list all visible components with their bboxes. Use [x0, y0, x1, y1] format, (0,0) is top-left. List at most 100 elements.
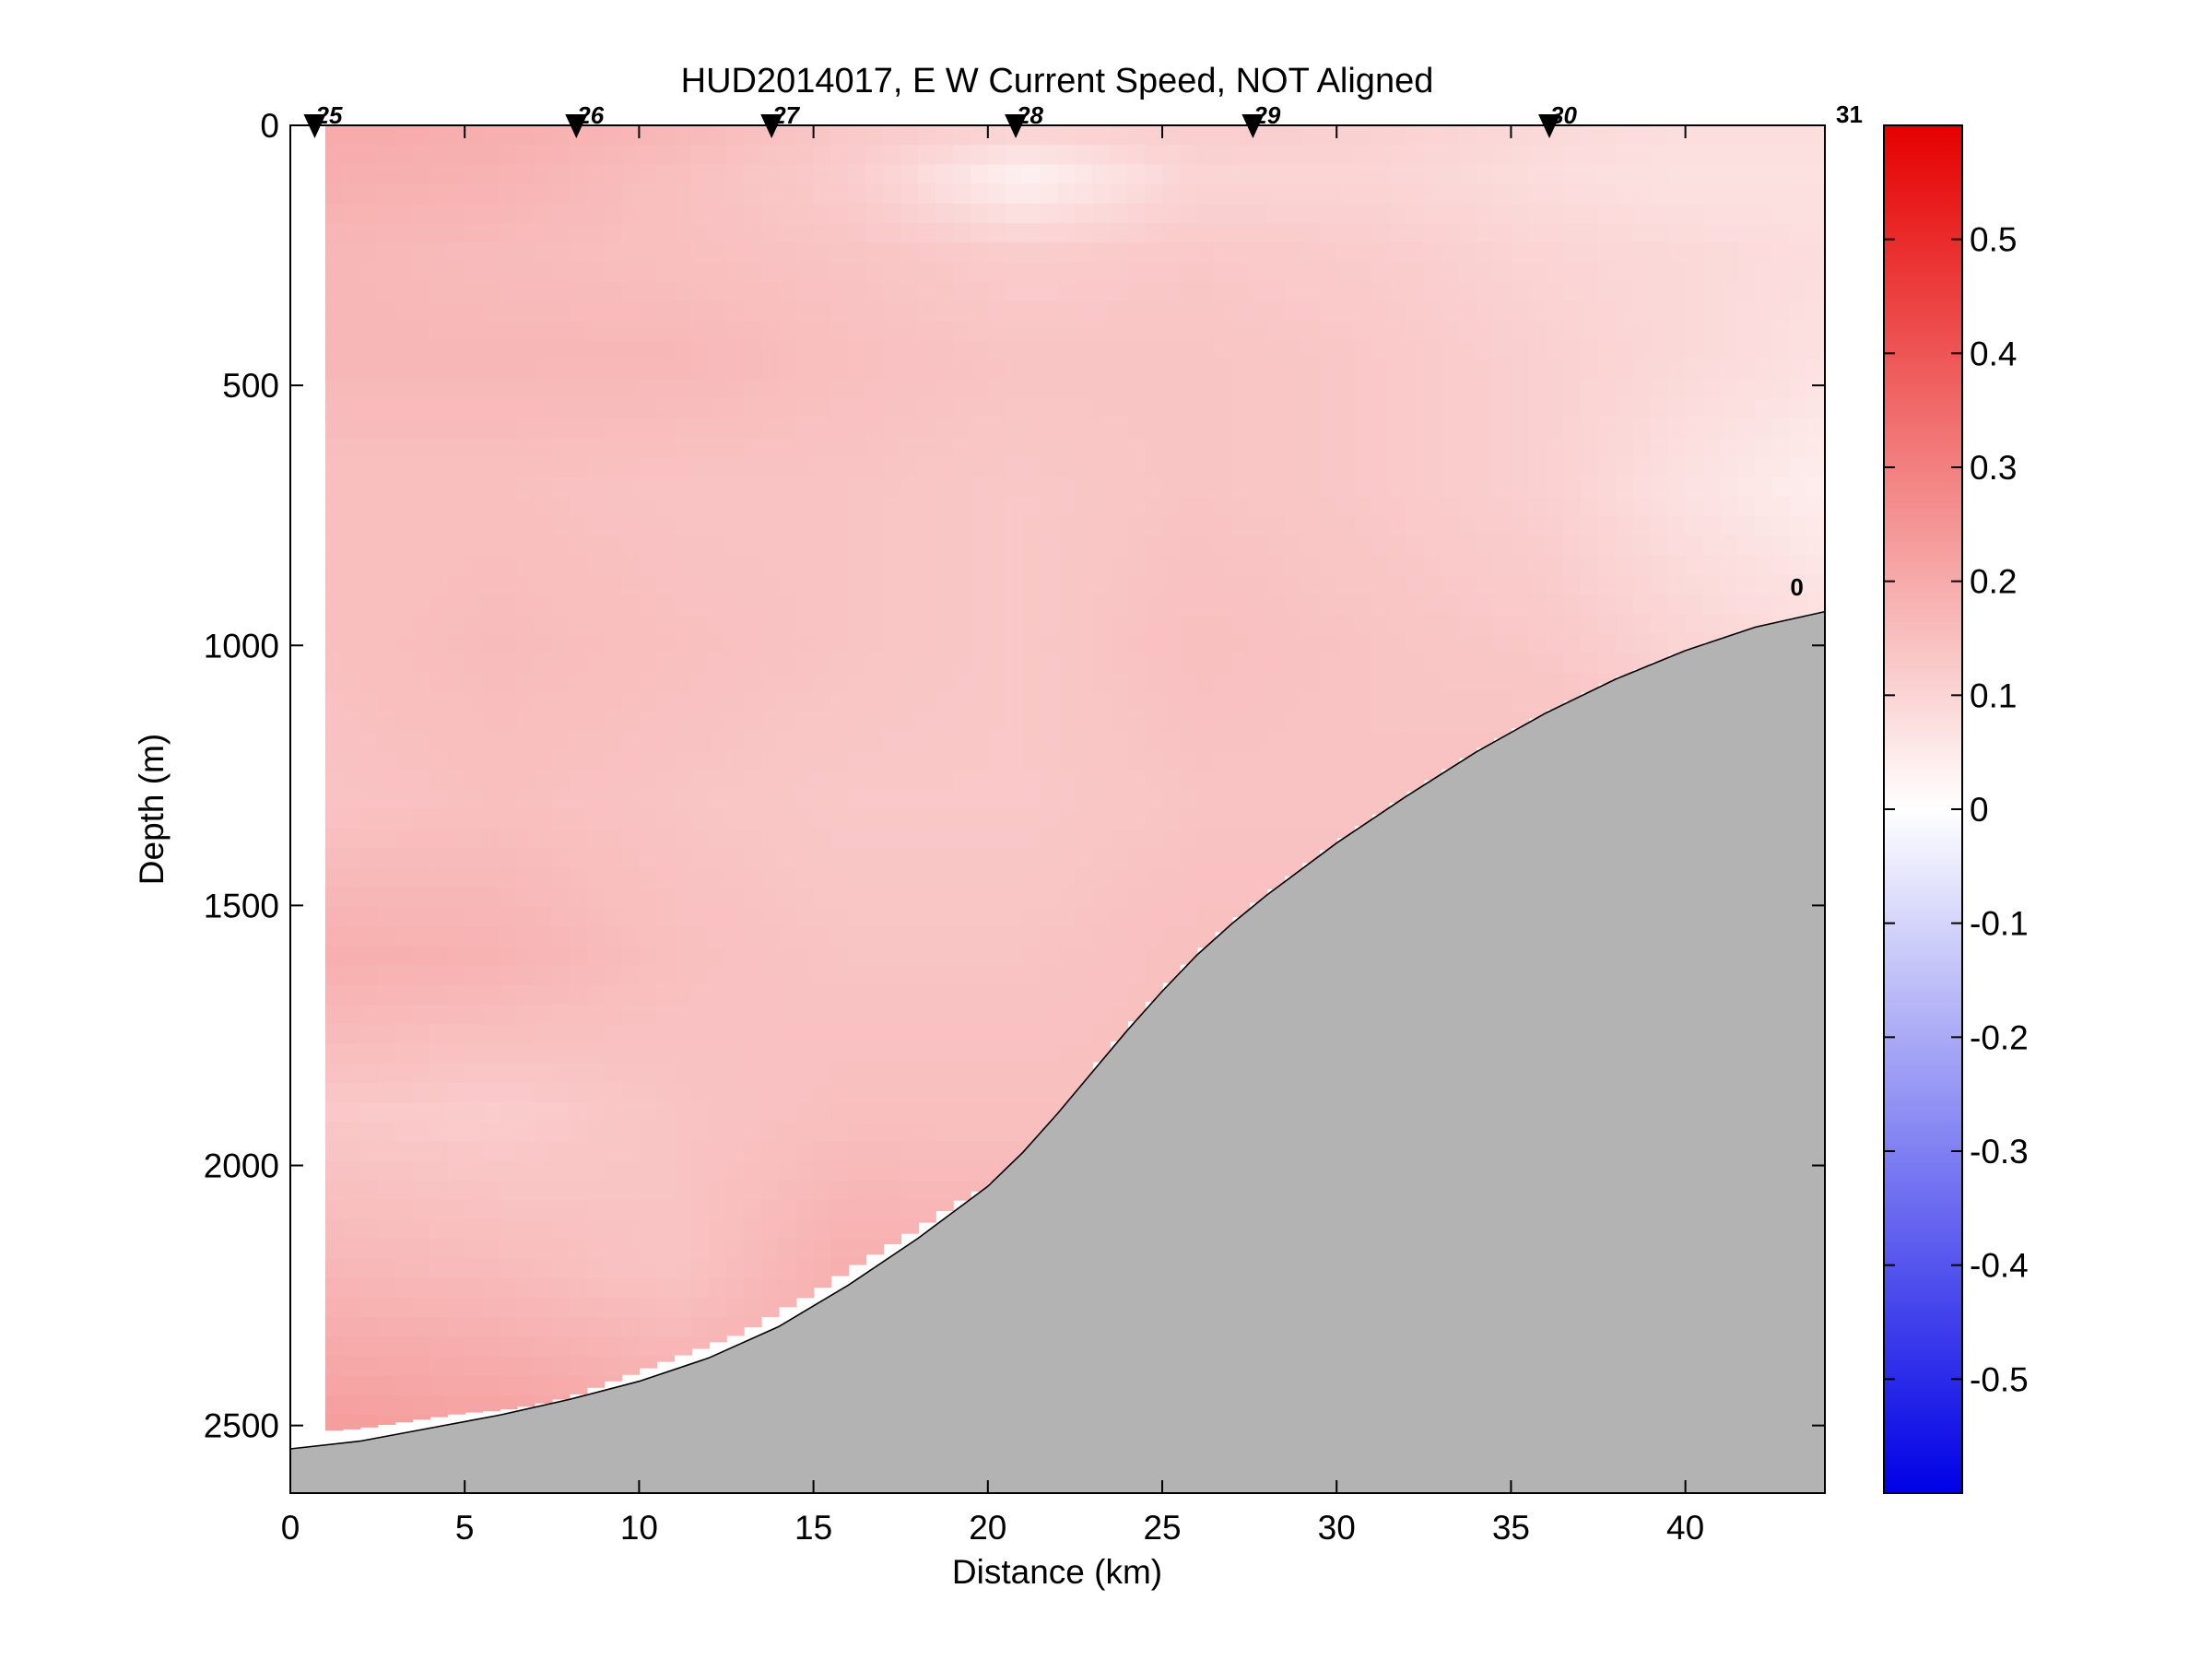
field-cell	[482, 242, 500, 264]
field-cell	[1266, 379, 1286, 400]
field-cell	[377, 1277, 396, 1299]
field-cell	[429, 1122, 449, 1143]
field-cell	[1336, 574, 1355, 595]
field-cell	[359, 1336, 379, 1358]
field-cell	[412, 907, 431, 927]
field-cell	[1249, 789, 1268, 810]
field-cell	[500, 867, 518, 888]
field-cell	[569, 829, 588, 850]
field-cell	[534, 829, 553, 850]
field-cell	[674, 203, 692, 224]
field-cell	[394, 712, 414, 732]
field-cell	[569, 1180, 588, 1201]
field-cell	[970, 887, 989, 908]
field-cell	[1632, 574, 1652, 595]
field-cell	[883, 457, 902, 478]
field-cell	[1336, 340, 1355, 361]
field-cell	[1807, 183, 1825, 205]
field-cell	[516, 1082, 535, 1103]
field-cell	[1266, 203, 1286, 224]
field-cell	[359, 183, 379, 205]
field-cell	[1720, 145, 1739, 166]
field-cell	[1667, 398, 1687, 419]
field-cell	[1388, 321, 1407, 341]
field-cell	[1005, 633, 1024, 654]
field-cell	[359, 1102, 379, 1123]
field-cell	[324, 712, 344, 732]
field-cell	[743, 1317, 762, 1328]
field-cell	[1388, 300, 1407, 322]
field-cell	[1720, 203, 1739, 224]
field-cell	[569, 867, 588, 888]
field-cell	[586, 145, 606, 166]
field-cell	[1266, 829, 1286, 850]
field-cell	[551, 242, 571, 264]
field-cell	[1702, 535, 1722, 557]
field-cell	[1423, 145, 1442, 166]
field-cell	[795, 1102, 815, 1123]
field-cell	[359, 242, 379, 264]
field-cell	[1476, 496, 1495, 517]
field-cell	[1319, 438, 1338, 459]
field-cell	[952, 418, 971, 439]
field-cell	[551, 1102, 571, 1123]
field-cell	[1301, 653, 1321, 674]
field-cell	[952, 477, 971, 498]
field-cell	[516, 321, 535, 341]
field-cell	[830, 1258, 850, 1277]
field-cell	[1441, 262, 1460, 283]
field-cell	[1458, 672, 1477, 693]
field-cell	[429, 1141, 449, 1162]
field-cell	[674, 516, 692, 536]
field-cell	[359, 457, 379, 478]
field-cell	[639, 1082, 658, 1103]
field-cell	[1755, 418, 1774, 439]
field-cell	[516, 887, 535, 908]
field-cell	[1110, 262, 1128, 283]
field-cell	[883, 1024, 902, 1045]
field-cell	[795, 848, 815, 869]
field-cell	[394, 398, 414, 419]
field-cell	[1196, 203, 1216, 224]
field-cell	[1511, 594, 1530, 615]
field-cell	[1807, 496, 1825, 517]
field-cell	[1040, 203, 1059, 224]
field-cell	[865, 477, 885, 498]
field-cell	[813, 672, 832, 693]
field-cell	[1075, 125, 1094, 146]
field-cell	[1092, 867, 1112, 888]
field-cell	[900, 965, 919, 986]
field-cell	[1005, 379, 1024, 400]
field-cell	[760, 614, 780, 634]
field-cell	[900, 653, 919, 674]
field-cell	[1092, 770, 1112, 791]
field-cell	[1632, 164, 1652, 185]
field-cell	[1127, 457, 1146, 478]
field-cell	[604, 1298, 623, 1318]
field-cell	[656, 653, 676, 674]
field-cell	[935, 848, 954, 869]
field-cell	[848, 907, 867, 927]
field-cell	[412, 984, 431, 1006]
field-cell	[639, 731, 658, 752]
field-cell	[1266, 340, 1286, 361]
field-cell	[830, 770, 850, 791]
field-cell	[447, 1258, 465, 1279]
field-cell	[743, 750, 762, 771]
field-cell	[935, 907, 954, 927]
field-cell	[1423, 574, 1442, 595]
field-cell	[1284, 477, 1303, 498]
field-cell	[1284, 750, 1303, 771]
field-cell	[1493, 262, 1512, 283]
field-cell	[1441, 418, 1460, 439]
field-cell	[1528, 496, 1547, 517]
field-cell	[621, 300, 641, 322]
field-cell	[447, 203, 465, 224]
field-cell	[465, 398, 483, 419]
field-cell	[465, 555, 483, 576]
field-cell	[743, 183, 762, 205]
field-cell	[935, 300, 954, 322]
field-cell	[1057, 965, 1077, 986]
field-cell	[516, 809, 535, 830]
field-cell	[1145, 496, 1163, 517]
